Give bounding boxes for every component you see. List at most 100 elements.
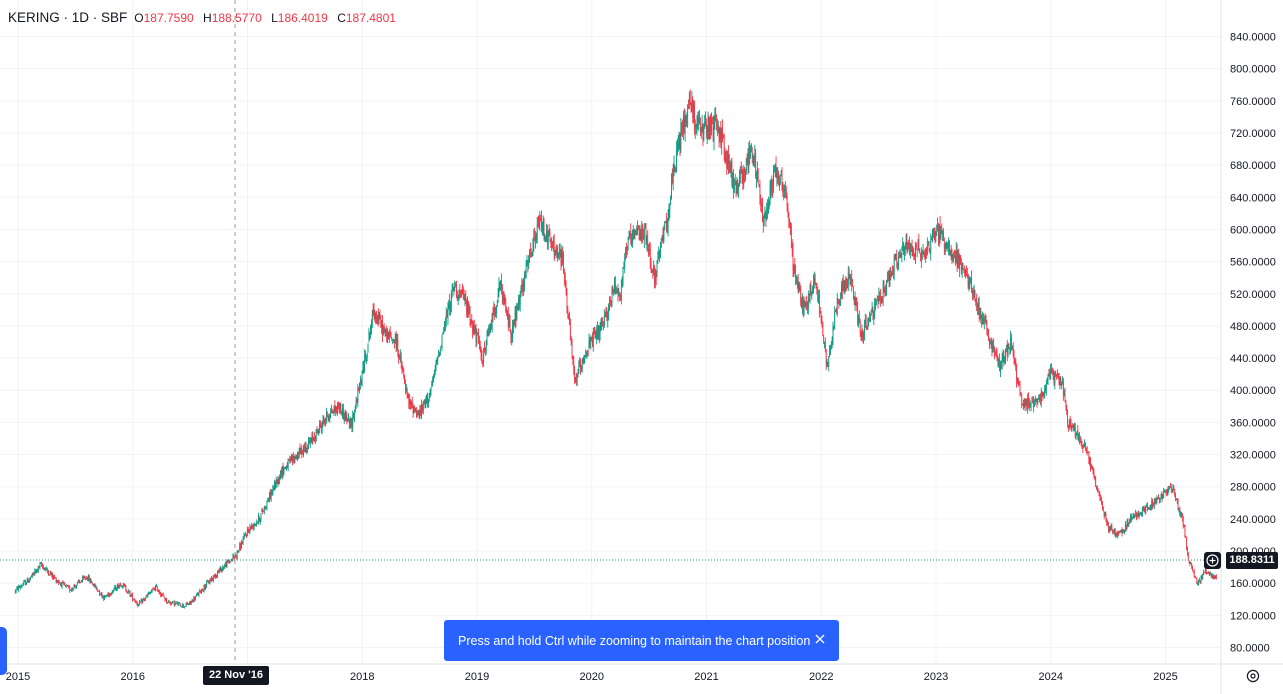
candle-body [353, 413, 354, 419]
candle-body [219, 567, 221, 570]
symbol-title[interactable]: KERING · 1D · SBF [8, 10, 128, 25]
candle-body [712, 120, 714, 138]
candle-body [495, 312, 496, 316]
candle-body [985, 319, 987, 325]
candle-body [193, 597, 195, 602]
candle-body [88, 576, 89, 580]
candle-body [116, 589, 117, 591]
candle-body [294, 456, 296, 461]
candle-body [453, 287, 455, 291]
candle-body [25, 581, 26, 585]
candle-body [485, 341, 487, 352]
candle-body [395, 333, 397, 346]
candle-body [441, 335, 443, 348]
candle-body [1025, 399, 1027, 402]
candle-body [929, 250, 931, 252]
candle-body [1185, 536, 1187, 538]
candle-body [993, 344, 995, 350]
candle-body [194, 598, 196, 600]
low-value: 186.4019 [277, 10, 328, 25]
candle-body [111, 592, 113, 594]
plus-circle-icon[interactable] [1204, 552, 1221, 569]
candle-body [169, 601, 171, 604]
candle-body [719, 128, 721, 138]
candle-body [446, 314, 448, 318]
candle-body [572, 356, 574, 360]
candle-body [974, 290, 976, 302]
candle-body [416, 413, 418, 416]
candle-body [989, 339, 990, 346]
candle-body [615, 288, 617, 294]
candle-body [862, 328, 864, 339]
candle-body [901, 252, 903, 256]
candle-body [710, 117, 711, 130]
candle-body [20, 586, 22, 588]
candle-body [819, 294, 820, 313]
candle-body [243, 535, 245, 539]
settings-icon[interactable] [1243, 666, 1263, 686]
candle-body [747, 157, 749, 170]
candle-body [207, 581, 209, 584]
candle-body [302, 453, 303, 455]
candle-body [432, 379, 434, 382]
candle-body [381, 320, 383, 328]
candle-body [666, 220, 667, 230]
candle-body [1079, 439, 1081, 441]
candle-body [1138, 511, 1140, 517]
candle-body [652, 270, 654, 274]
candle-body [561, 252, 563, 263]
candle-body [76, 582, 78, 585]
candle-body [496, 307, 497, 314]
candle-body [923, 252, 925, 254]
candle-body [979, 310, 981, 316]
candle-body [313, 438, 315, 441]
candle-body [867, 319, 869, 328]
candle-body [725, 157, 727, 160]
candle-body [755, 152, 757, 177]
candle-body [1114, 528, 1116, 535]
candle-body [48, 571, 49, 575]
candle-body [758, 185, 760, 187]
candle-body [1202, 574, 1204, 578]
candle-body [486, 333, 488, 343]
candle-body [582, 360, 584, 361]
candle-body [203, 585, 205, 591]
candle-body [16, 587, 18, 589]
candle-body [327, 416, 329, 419]
candle-body [541, 230, 543, 231]
candle-body [113, 589, 115, 591]
candle-body [126, 590, 128, 593]
candle-body [656, 261, 658, 277]
candle-body [694, 126, 696, 129]
candle-body [790, 227, 792, 247]
candle-body [552, 246, 553, 248]
candle-body [305, 445, 307, 453]
candle-body [308, 440, 309, 446]
candle-body [300, 448, 302, 454]
candle-body [204, 585, 206, 589]
candle-body [407, 394, 409, 398]
candle-body [1139, 513, 1141, 517]
candle-body [721, 130, 723, 146]
close-icon[interactable] [810, 629, 830, 649]
candle-body [86, 578, 88, 580]
candle-body [448, 302, 450, 308]
candle-body [584, 356, 586, 358]
candle-body [171, 602, 173, 604]
candle-body [430, 387, 432, 392]
candle-body [669, 205, 671, 211]
candle-body [598, 326, 600, 337]
candle-body [609, 300, 611, 302]
candle-body [1147, 507, 1149, 510]
candle-body [972, 290, 973, 294]
candle-body [1143, 506, 1145, 512]
candle-body [1141, 513, 1142, 516]
candle-body [400, 356, 402, 364]
chevron-right-icon[interactable] [0, 627, 7, 675]
candle-body [463, 296, 465, 300]
candle-body [131, 594, 133, 596]
candle-body [964, 268, 966, 275]
candle-body [504, 298, 506, 301]
